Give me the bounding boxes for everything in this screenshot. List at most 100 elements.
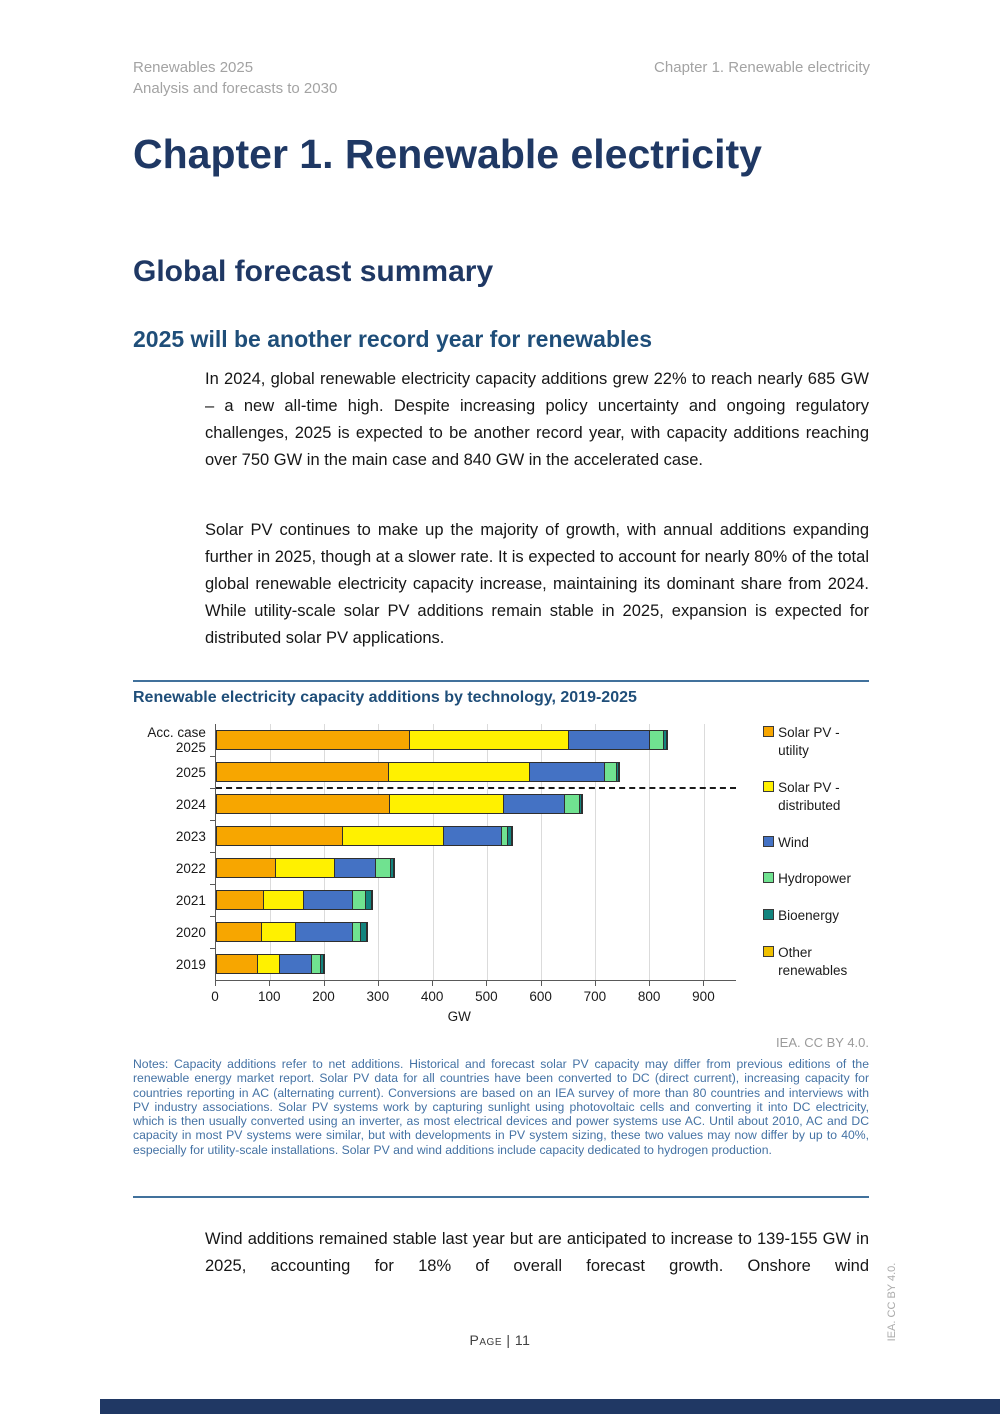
bar-segment-solar-pv-utility — [215, 762, 389, 782]
x-tick-mark-400 — [432, 981, 434, 986]
paragraph-1: In 2024, global renewable electricity ca… — [205, 370, 869, 469]
bar-row-2019 — [215, 948, 736, 980]
x-tick-label-500: 500 — [475, 989, 498, 1004]
bar-segment-hydropower — [603, 762, 618, 782]
bar-segment-solar-pv-distributed — [341, 826, 444, 846]
bar-segment-other-renewables — [618, 762, 621, 782]
figure-title: Renewable electricity capacity additions… — [133, 689, 637, 706]
bar-segment-wind — [442, 826, 503, 846]
x-axis: 0 100 200 300 400 500 600 700 800 900 GW — [211, 981, 736, 1027]
x-tick-label-200: 200 — [312, 989, 335, 1004]
y-axis-tick — [209, 852, 215, 853]
legend-item-solar-pv-utility: Solar PV - utility — [763, 724, 869, 760]
y-axis-label: 2025 — [175, 764, 206, 780]
y-axis-label: 2024 — [175, 796, 206, 812]
y-axis-label: Acc. case 2025 — [147, 725, 206, 755]
bar-segment-hydropower — [352, 890, 367, 910]
stacked-bar — [215, 826, 736, 846]
x-tick-label-600: 600 — [529, 989, 552, 1004]
bar-segment-wind — [502, 794, 565, 814]
y-axis-label: 2022 — [175, 860, 206, 876]
legend-item-other-renewables: Other renewables — [763, 944, 869, 980]
x-tick-label-0: 0 — [211, 989, 219, 1004]
bar-segment-solar-pv-distributed — [256, 954, 280, 974]
bar-segment-wind — [334, 858, 377, 878]
bar-segment-solar-pv-utility — [215, 826, 343, 846]
legend-item-hydropower: Hydropower — [763, 870, 869, 888]
y-axis-label: 2019 — [175, 956, 206, 972]
bar-segment-solar-pv-distributed — [408, 730, 570, 750]
figure-notes: Notes: Capacity additions refer to net a… — [133, 1057, 869, 1157]
side-license-note: IEA. CC BY 4.0. — [886, 1262, 898, 1342]
legend-swatch-wind — [763, 835, 775, 847]
bar-segment-solar-pv-distributed — [262, 890, 305, 910]
bar-segment-solar-pv-utility — [215, 730, 410, 750]
y-axis-tick — [209, 756, 215, 757]
gridline-500 — [486, 724, 488, 980]
bar-segment-hydropower — [375, 858, 391, 878]
gridline-400 — [432, 724, 434, 980]
x-tick-mark-700 — [594, 981, 596, 986]
subsection-title: 2025 will be another record year for ren… — [133, 326, 652, 352]
stacked-bar — [215, 890, 736, 910]
header-left: Renewables 2025 Analysis and forecasts t… — [133, 57, 337, 99]
section-title: Global forecast summary — [133, 255, 494, 288]
chart-plot-area — [209, 724, 737, 981]
source-attribution: IEA. CC BY 4.0. — [776, 1035, 869, 1050]
legend-label: Wind — [778, 834, 809, 850]
bar-segment-solar-pv-utility — [215, 858, 276, 878]
gridline-800 — [649, 724, 651, 980]
bar-segment-solar-pv-distributed — [389, 794, 504, 814]
x-tick-mark-0 — [215, 981, 216, 986]
y-axis-labels: Acc. case 2025 2025 2024 2023 2022 2021 2020 20… — [133, 724, 215, 981]
bar-segment-wind — [568, 730, 651, 750]
y-axis-label: 2023 — [175, 828, 206, 844]
y-axis-tick — [209, 948, 215, 949]
bar-row-2023 — [215, 820, 736, 852]
bar-segment-solar-pv-utility — [215, 890, 264, 910]
x-tick-label-400: 400 — [420, 989, 444, 1004]
bar-row-2024 — [215, 788, 736, 820]
y-axis-tick — [209, 916, 215, 917]
bar-segment-other-renewables — [581, 794, 584, 814]
x-tick-label-900: 900 — [692, 989, 715, 1004]
bar-segment-wind — [303, 890, 354, 910]
stacked-bar — [215, 794, 736, 814]
gridline-900 — [703, 724, 705, 980]
bar-segment-other-renewables — [666, 730, 669, 750]
legend-item-wind: Wind — [763, 834, 869, 852]
x-tick-label-100: 100 — [258, 989, 281, 1004]
gridline-300 — [378, 724, 380, 980]
x-tick-mark-800 — [649, 981, 651, 986]
legend-swatch-solar-pv-utility — [763, 726, 775, 737]
chart-legend: Solar PV - utility Solar PV - distributed… — [763, 724, 869, 980]
x-tick-mark-600 — [540, 981, 542, 986]
x-tick-mark-500 — [486, 981, 488, 986]
y-axis-tick — [209, 884, 215, 885]
stacked-bar — [215, 954, 736, 974]
legend-label: Solar PV - utility — [778, 725, 840, 758]
x-tick-label-300: 300 — [366, 989, 390, 1004]
report-title: Renewables 2025 — [133, 59, 254, 76]
chapter-title: Chapter 1. Renewable electricity — [133, 131, 762, 177]
bar-segment-wind — [529, 762, 605, 782]
bar-segment-hydropower — [563, 794, 580, 814]
stacked-bar — [215, 730, 736, 750]
y-axis-tick — [209, 820, 215, 821]
stacked-bar — [215, 922, 736, 942]
paragraph-2: Solar PV continues to make up the majori… — [205, 521, 869, 647]
legend-item-solar-pv-distributed: Solar PV - distributed — [763, 779, 869, 815]
bar-segment-solar-pv-distributed — [260, 922, 296, 942]
legend-swatch-bioenergy — [763, 909, 775, 921]
forecast-history-divider — [215, 787, 737, 789]
bottom-accent-bar — [100, 1399, 1000, 1414]
page-header: Renewables 2025 Analysis and forecasts t… — [133, 57, 870, 99]
bar-segment-solar-pv-utility — [215, 794, 391, 814]
bar-segment-solar-pv-utility — [215, 922, 262, 942]
bar-segment-solar-pv-utility — [215, 954, 258, 974]
bar-segment-wind — [278, 954, 312, 974]
gridline-200 — [324, 724, 326, 980]
legend-item-bioenergy: Bioenergy — [763, 907, 869, 925]
x-tick-mark-200 — [323, 981, 325, 986]
chart: Acc. case 2025 2025 2024 2023 2022 2021 2020 20… — [133, 724, 869, 981]
